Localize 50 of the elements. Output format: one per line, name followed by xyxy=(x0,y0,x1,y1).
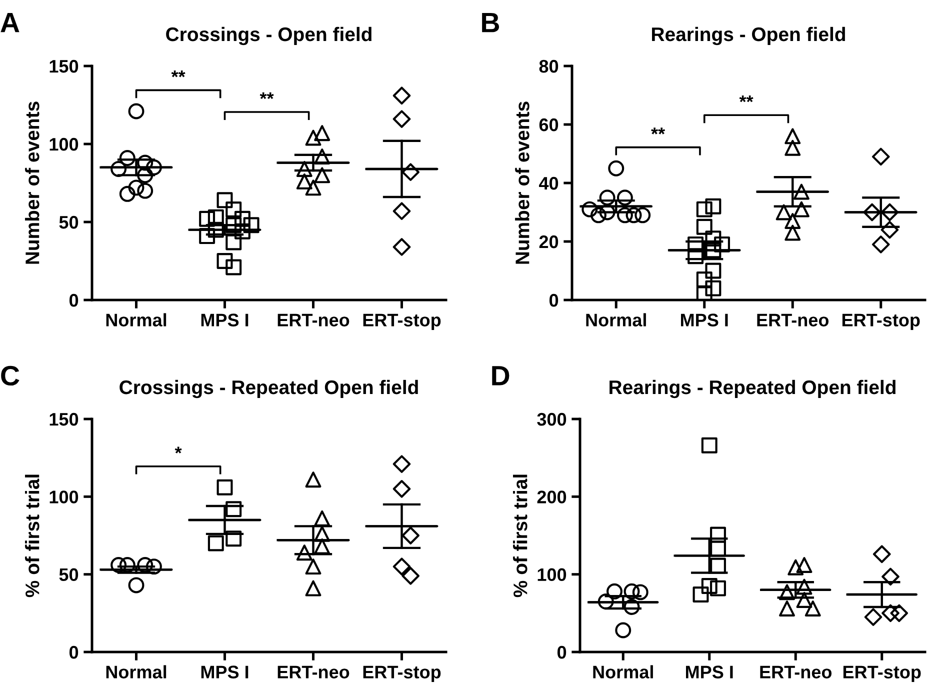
x-tick-label: ERT-stop xyxy=(843,666,921,682)
text: D xyxy=(492,366,510,386)
y-tick-label: 100 xyxy=(50,138,78,151)
annotation: ** xyxy=(739,95,754,102)
chart-title: Crossings - Open field xyxy=(166,26,372,46)
chart-title: Rearings - Open field xyxy=(652,26,846,46)
y-tick-label: 100 xyxy=(538,568,566,582)
text: A xyxy=(0,13,20,32)
y-tick-label: 0 xyxy=(557,646,566,659)
x-tick-label: ERT-neo xyxy=(760,666,832,678)
y-tick-label: 150 xyxy=(50,60,78,73)
x-tick-label: Normal xyxy=(586,313,646,326)
chart-title: Crossings - Repeated Open field xyxy=(120,380,418,398)
annotation: * xyxy=(174,446,182,454)
y-tick-label: 150 xyxy=(50,412,78,426)
x-tick-label: Normal xyxy=(106,313,166,326)
y-tick-label: 20 xyxy=(539,235,558,248)
annotation: ** xyxy=(171,70,186,78)
x-tick-label: MPS I xyxy=(686,666,733,678)
y-axis-title: Number of events xyxy=(25,102,40,264)
x-tick-label: MPS I xyxy=(681,314,728,326)
text: C xyxy=(1,366,20,386)
y-axis-title: Number of events xyxy=(515,102,530,264)
text: B xyxy=(482,13,500,32)
x-tick-label: ERT-neo xyxy=(278,314,350,326)
x-tick-label: MPS I xyxy=(201,666,248,678)
y-tick-label: 40 xyxy=(539,176,558,190)
y-tick-label: 100 xyxy=(50,490,78,504)
y-tick-label: 0 xyxy=(69,294,78,307)
y-tick-label: 50 xyxy=(59,216,78,229)
x-tick-label: ERT-neo xyxy=(757,314,829,326)
chart-title: Rearings - Repeated Open field xyxy=(610,380,896,398)
x-tick-label: Normal xyxy=(106,665,166,678)
y-axis-title: % of first trial xyxy=(513,474,528,598)
y-tick-label: 0 xyxy=(549,294,558,307)
y-tick-label: 300 xyxy=(537,412,566,426)
annotation: ** xyxy=(651,128,666,134)
y-tick-label: 50 xyxy=(59,568,78,582)
y-tick-label: 0 xyxy=(69,646,78,659)
y-tick-label: 80 xyxy=(539,60,558,73)
x-tick-label: ERT-stop xyxy=(842,314,920,330)
annotation: ** xyxy=(260,92,274,100)
y-axis-title: % of first trial xyxy=(25,474,40,598)
x-tick-label: ERT-stop xyxy=(363,666,441,682)
y-tick-label: 200 xyxy=(537,490,566,504)
x-tick-label: Normal xyxy=(593,665,653,678)
y-tick-label: 60 xyxy=(539,118,558,132)
x-tick-label: MPS I xyxy=(201,314,248,326)
x-tick-label: ERT-stop xyxy=(363,314,441,330)
x-tick-label: ERT-neo xyxy=(278,666,350,678)
